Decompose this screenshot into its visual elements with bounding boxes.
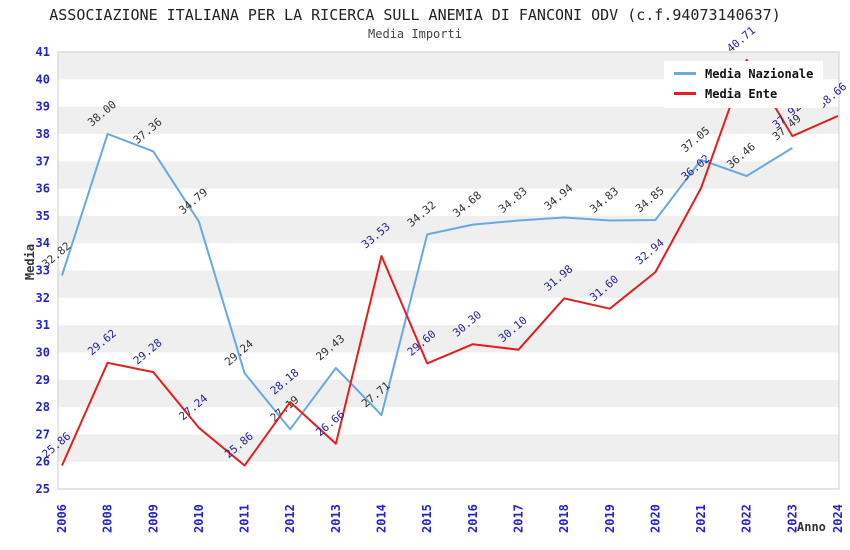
legend-label: Media Nazionale bbox=[705, 66, 814, 81]
x-tick-label: 2018 bbox=[557, 504, 571, 533]
y-tick-label: 25 bbox=[36, 482, 50, 496]
y-tick-label: 27 bbox=[36, 427, 50, 441]
y-tick-label: 40 bbox=[36, 72, 50, 86]
x-tick-label: 2016 bbox=[466, 504, 480, 533]
y-tick-label: 30 bbox=[36, 345, 50, 359]
grid-stripe bbox=[58, 352, 839, 380]
grid-stripe bbox=[58, 407, 839, 435]
x-tick-label: 2017 bbox=[511, 504, 525, 533]
legend-item-media-ente: Media Ente bbox=[674, 85, 813, 102]
x-tick-label: 2014 bbox=[375, 504, 389, 533]
x-tick-label: 2010 bbox=[192, 504, 206, 533]
y-tick-label: 41 bbox=[36, 45, 50, 59]
y-tick-label: 37 bbox=[36, 154, 50, 168]
plot-border bbox=[57, 51, 840, 490]
legend-item-media-nazionale: Media Nazionale bbox=[674, 65, 813, 82]
x-tick-label: 2012 bbox=[283, 504, 297, 533]
y-tick-label: 38 bbox=[36, 127, 50, 141]
y-tick-label: 35 bbox=[36, 209, 50, 223]
legend-label: Media Ente bbox=[705, 86, 778, 101]
legend-swatch-blue-line bbox=[674, 72, 696, 75]
x-tick-label: 2013 bbox=[329, 504, 343, 533]
grid-stripe bbox=[58, 133, 839, 162]
series-line-media-ente bbox=[61, 58, 839, 467]
legend-box: Media Nazionale Media Ente bbox=[664, 61, 824, 108]
x-tick-label: 2024 bbox=[831, 504, 845, 533]
chart-subtitle: Media Importi bbox=[368, 27, 462, 41]
y-tick-label: 29 bbox=[36, 373, 50, 387]
x-tick-label: 2015 bbox=[420, 504, 434, 533]
y-tick-label: 33 bbox=[36, 264, 50, 278]
x-tick-label: 2020 bbox=[648, 504, 662, 533]
y-tick-label: 36 bbox=[36, 182, 50, 196]
series-line-media-nazionale bbox=[61, 132, 793, 431]
x-tick-label: 2021 bbox=[694, 504, 708, 533]
grid-stripe bbox=[58, 106, 839, 134]
x-axis-title: Anno bbox=[797, 520, 826, 534]
y-tick-label: 34 bbox=[36, 236, 50, 250]
data-label: 40.71 bbox=[724, 24, 758, 55]
grid-stripe bbox=[58, 434, 839, 462]
x-tick-label: 2011 bbox=[238, 504, 252, 533]
grid-stripe bbox=[58, 270, 839, 298]
y-tick-label: 32 bbox=[36, 291, 50, 305]
grid-stripe bbox=[58, 325, 839, 353]
x-tick-label: 2023 bbox=[785, 504, 799, 533]
grid-stripe bbox=[58, 461, 839, 489]
y-tick-label: 31 bbox=[36, 318, 50, 332]
x-tick-label: 2009 bbox=[146, 504, 160, 533]
y-tick-label: 39 bbox=[36, 100, 50, 114]
grid-stripe bbox=[58, 188, 839, 216]
y-axis-title: Media bbox=[23, 243, 37, 281]
x-tick-label: 2006 bbox=[55, 504, 69, 533]
x-tick-label: 2008 bbox=[101, 504, 115, 533]
y-tick-label: 26 bbox=[36, 455, 50, 469]
grid-stripe bbox=[58, 297, 839, 326]
legend-swatch-red-line bbox=[674, 92, 696, 95]
grid-stripe bbox=[58, 379, 839, 408]
grid-stripe bbox=[58, 243, 839, 271]
y-tick-label: 28 bbox=[36, 400, 50, 414]
x-tick-label: 2022 bbox=[740, 504, 754, 533]
chart-title: ASSOCIAZIONE ITALIANA PER LA RICERCA SUL… bbox=[49, 6, 781, 24]
x-tick-label: 2019 bbox=[603, 504, 617, 533]
